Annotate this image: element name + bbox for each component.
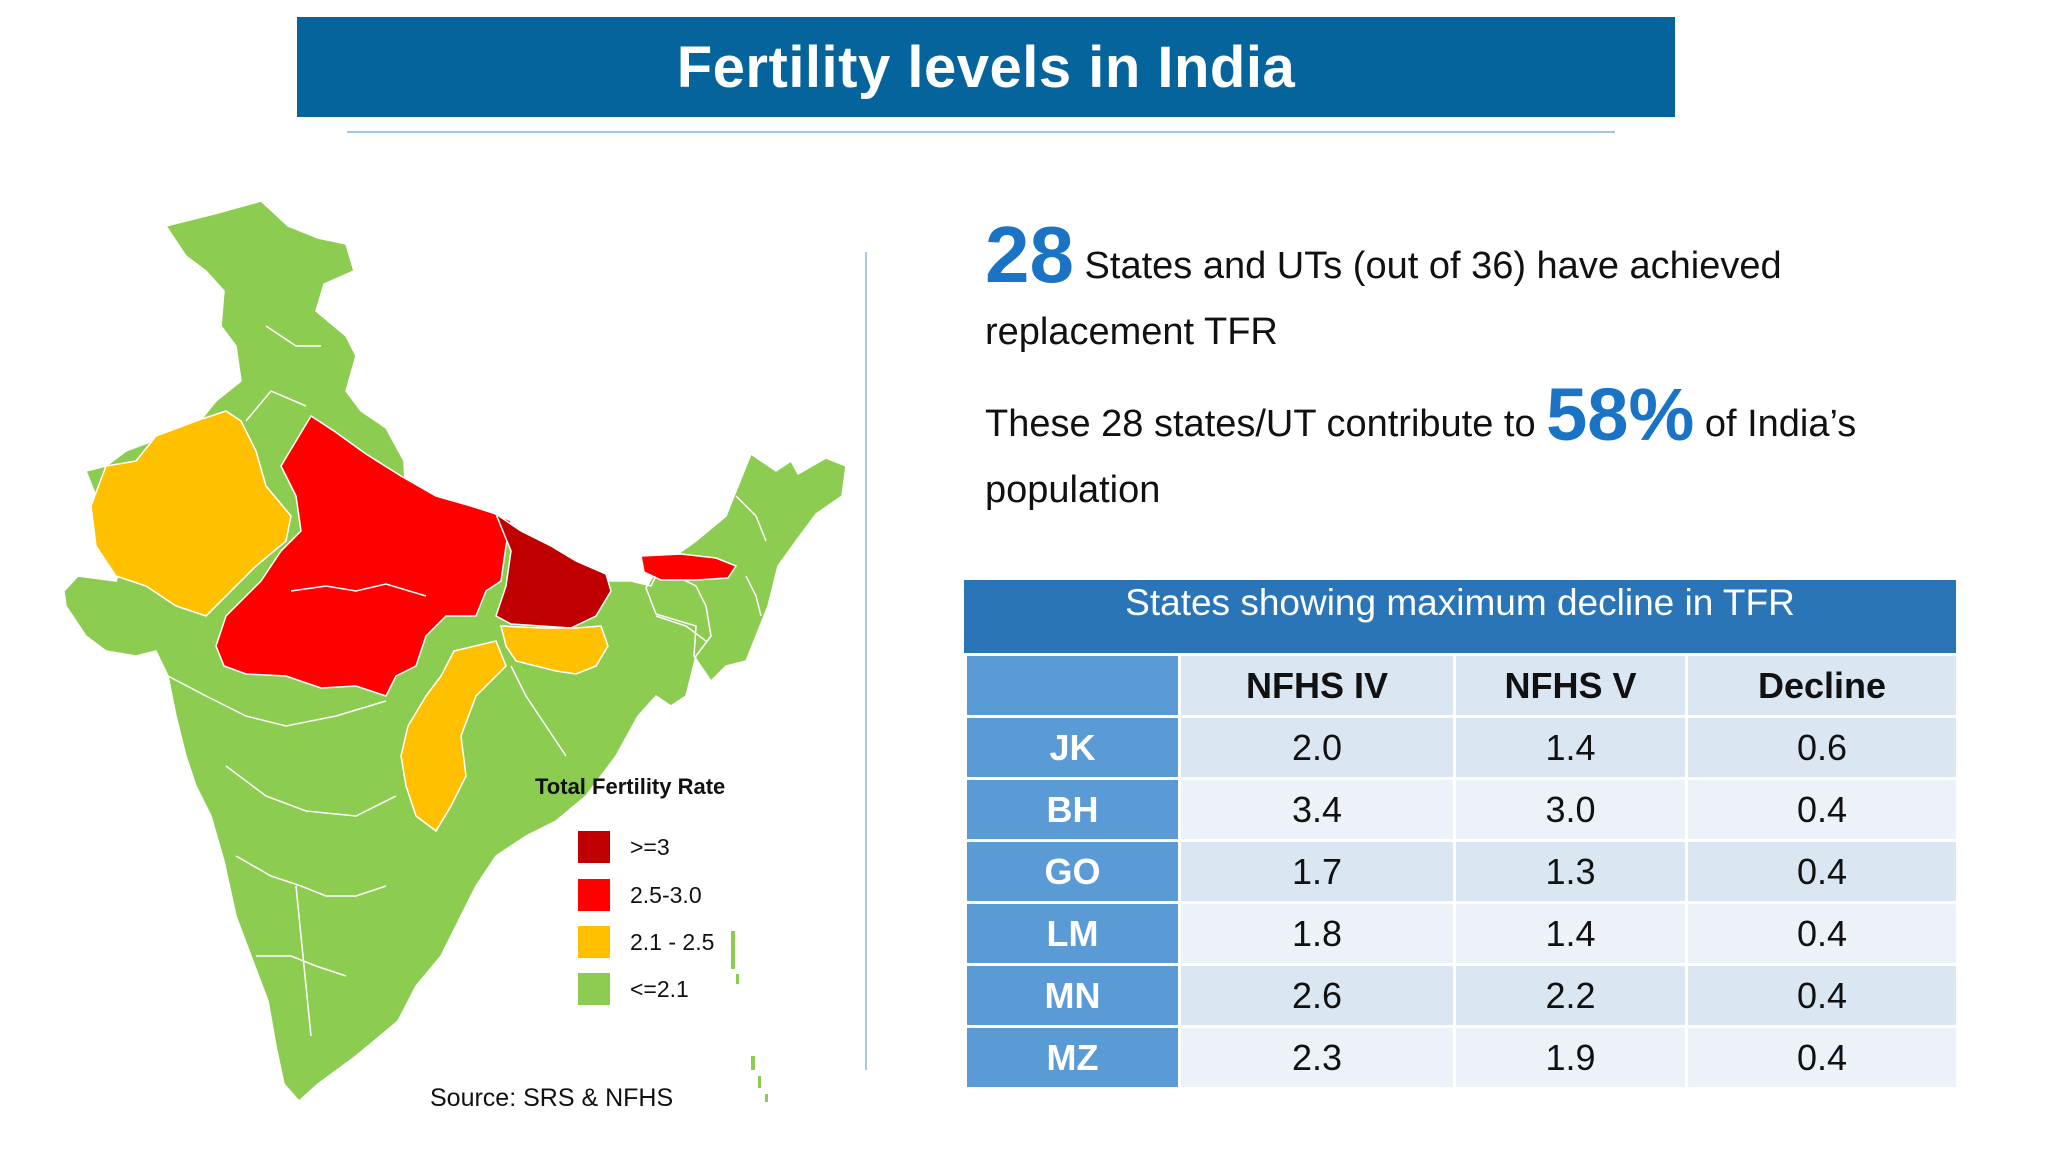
map-region-red-northeast [640, 553, 738, 581]
nfhs-iv-cell: 2.6 [1178, 963, 1456, 1028]
decline-cell: 0.4 [1685, 1025, 1959, 1090]
legend-item-ge3: >=3 [578, 830, 670, 864]
nfhs-iv-cell: 1.7 [1178, 839, 1456, 904]
table-title: States showing maximum decline in TFR [964, 580, 1956, 653]
states-count: 28 [985, 210, 1074, 299]
map-region-red-central [215, 414, 512, 697]
legend-label: 2.1 - 2.5 [630, 928, 715, 955]
decline-cell: 0.6 [1685, 715, 1959, 780]
title-divider [347, 131, 1615, 133]
map-region-orange-central [400, 640, 507, 833]
map-region-orange-west [90, 410, 292, 617]
nfhs-v-cell: 1.3 [1453, 839, 1688, 904]
decline-cell: 0.4 [1685, 839, 1959, 904]
nfhs-v-cell: 1.4 [1453, 901, 1688, 966]
nfhs-v-cell: 1.4 [1453, 715, 1688, 780]
nfhs-v-cell: 1.9 [1453, 1025, 1688, 1090]
map-islands [731, 931, 768, 1102]
stat-states-achieved: 28 States and UTs (out of 36) have achie… [985, 215, 1965, 365]
legend-swatch [578, 973, 610, 1005]
legend-swatch [578, 879, 610, 911]
population-percent: 58% [1546, 373, 1695, 456]
decline-cell: 0.4 [1685, 777, 1959, 842]
legend-label: >=3 [630, 833, 670, 860]
tfr-decline-table: NFHS IV NFHS V Decline JK 2.0 1.4 0.6 BH… [964, 653, 1959, 1090]
header-cell-corner [964, 653, 1181, 718]
state-code-cell: MZ [964, 1025, 1181, 1090]
legend-item-2-5-3-0: 2.5-3.0 [578, 878, 702, 912]
population-text-after: of India’s population [985, 403, 1857, 511]
india-map-graphic [63, 200, 847, 1103]
decline-cell: 0.4 [1685, 901, 1959, 966]
legend-item-2-1-2-5: 2.1 - 2.5 [578, 925, 714, 959]
state-code-cell: BH [964, 777, 1181, 842]
legend-label: <=2.1 [630, 975, 689, 1002]
nfhs-iv-cell: 3.4 [1178, 777, 1456, 842]
vertical-divider [865, 252, 867, 1070]
india-tfr-map [56, 196, 856, 1116]
table-row: LM 1.8 1.4 0.4 [964, 901, 1959, 966]
table-row: MN 2.6 2.2 0.4 [964, 963, 1959, 1028]
state-code-cell: JK [964, 715, 1181, 780]
table-row: BH 3.4 3.0 0.4 [964, 777, 1959, 842]
stat-population-share: These 28 states/UT contribute to 58% of … [985, 378, 1965, 523]
page-title: Fertility levels in India [297, 17, 1675, 117]
map-region-darkred [494, 511, 612, 629]
legend-swatch [578, 831, 610, 863]
nfhs-v-cell: 3.0 [1453, 777, 1688, 842]
header-cell-decline: Decline [1685, 653, 1959, 718]
state-code-cell: GO [964, 839, 1181, 904]
header-cell-nfhs-v: NFHS V [1453, 653, 1688, 718]
decline-cell: 0.4 [1685, 963, 1959, 1028]
header-cell-nfhs-iv: NFHS IV [1178, 653, 1456, 718]
legend-item-le2-1: <=2.1 [578, 972, 689, 1006]
source-note: Source: SRS & NFHS [430, 1084, 674, 1112]
table-row: JK 2.0 1.4 0.6 [964, 715, 1959, 780]
population-text-before: These 28 states/UT contribute to [985, 403, 1547, 445]
nfhs-v-cell: 2.2 [1453, 963, 1688, 1028]
nfhs-iv-cell: 2.0 [1178, 715, 1456, 780]
map-region-orange-east [500, 625, 609, 675]
table-row: MZ 2.3 1.9 0.4 [964, 1025, 1959, 1090]
map-state-borders [167, 325, 767, 1037]
nfhs-iv-cell: 1.8 [1178, 901, 1456, 966]
legend-title: Total Fertility Rate [535, 774, 726, 799]
legend-label: 2.5-3.0 [630, 881, 702, 908]
state-code-cell: LM [964, 901, 1181, 966]
nfhs-iv-cell: 2.3 [1178, 1025, 1456, 1090]
table-header-row: NFHS IV NFHS V Decline [964, 653, 1959, 718]
table-row: GO 1.7 1.3 0.4 [964, 839, 1959, 904]
states-text: States and UTs (out of 36) have achieved… [985, 245, 1782, 353]
state-code-cell: MN [964, 963, 1181, 1028]
legend-swatch [578, 926, 610, 958]
